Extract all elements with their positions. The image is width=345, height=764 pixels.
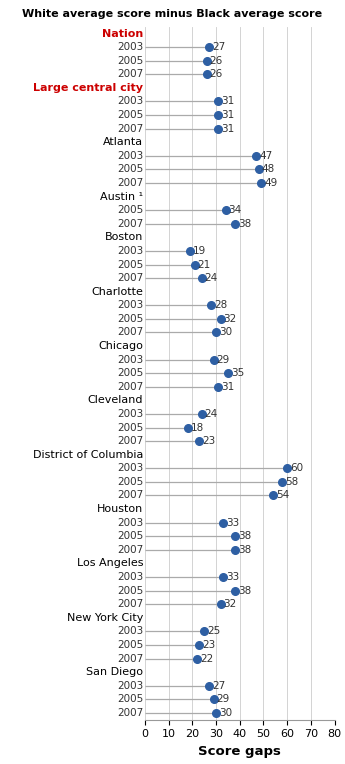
Text: 2005: 2005 xyxy=(117,110,143,120)
Text: Atlanta: Atlanta xyxy=(103,138,143,147)
Text: 29: 29 xyxy=(217,354,230,364)
Text: 2003: 2003 xyxy=(117,626,143,636)
Text: District of Columbia: District of Columbia xyxy=(33,450,143,460)
Text: Cleveland: Cleveland xyxy=(88,396,143,406)
Text: 54: 54 xyxy=(276,490,289,500)
Text: 23: 23 xyxy=(202,640,216,650)
Text: 21: 21 xyxy=(198,260,211,270)
Text: 48: 48 xyxy=(262,164,275,174)
Text: Boston: Boston xyxy=(105,232,143,242)
Text: 2003: 2003 xyxy=(117,96,143,106)
Text: 30: 30 xyxy=(219,708,232,718)
Text: 2007: 2007 xyxy=(117,328,143,338)
Text: 2005: 2005 xyxy=(117,640,143,650)
Text: 32: 32 xyxy=(224,314,237,324)
Text: 2003: 2003 xyxy=(117,354,143,364)
Text: 33: 33 xyxy=(226,518,239,528)
Text: 2005: 2005 xyxy=(117,206,143,215)
Text: Charlotte: Charlotte xyxy=(91,286,143,296)
Text: White average score minus Black average score: White average score minus Black average … xyxy=(22,9,323,19)
Text: 38: 38 xyxy=(238,545,251,555)
Text: 2007: 2007 xyxy=(117,70,143,79)
Text: 49: 49 xyxy=(264,178,277,188)
Text: 2005: 2005 xyxy=(117,422,143,432)
Text: 27: 27 xyxy=(212,42,225,52)
Text: 2007: 2007 xyxy=(117,436,143,446)
Text: 18: 18 xyxy=(190,422,204,432)
Text: 34: 34 xyxy=(228,206,242,215)
Text: 2005: 2005 xyxy=(117,694,143,704)
Text: 30: 30 xyxy=(219,328,232,338)
Text: 58: 58 xyxy=(285,477,298,487)
Text: 2003: 2003 xyxy=(117,409,143,419)
Text: Chicago: Chicago xyxy=(98,341,143,351)
Text: 38: 38 xyxy=(238,586,251,596)
Text: 26: 26 xyxy=(209,70,223,79)
Text: 2005: 2005 xyxy=(117,477,143,487)
Text: Nation: Nation xyxy=(102,28,143,38)
Text: 24: 24 xyxy=(205,273,218,283)
Text: 2007: 2007 xyxy=(117,708,143,718)
Text: 31: 31 xyxy=(221,96,235,106)
Text: 32: 32 xyxy=(224,599,237,609)
Text: 2003: 2003 xyxy=(117,572,143,582)
Text: 60: 60 xyxy=(290,463,303,474)
Text: 33: 33 xyxy=(226,572,239,582)
Text: Large central city: Large central city xyxy=(33,83,143,93)
Text: 2007: 2007 xyxy=(117,124,143,134)
Text: 31: 31 xyxy=(221,110,235,120)
Text: 2003: 2003 xyxy=(117,518,143,528)
Text: 22: 22 xyxy=(200,653,213,664)
Text: 38: 38 xyxy=(238,531,251,541)
Text: 2003: 2003 xyxy=(117,42,143,52)
Text: 2007: 2007 xyxy=(117,178,143,188)
Text: 2007: 2007 xyxy=(117,653,143,664)
Text: 2005: 2005 xyxy=(117,368,143,378)
Text: 2003: 2003 xyxy=(117,681,143,691)
Text: 24: 24 xyxy=(205,409,218,419)
Text: 2007: 2007 xyxy=(117,545,143,555)
Text: 2005: 2005 xyxy=(117,314,143,324)
Text: 2005: 2005 xyxy=(117,56,143,66)
Text: 27: 27 xyxy=(212,681,225,691)
Text: 2003: 2003 xyxy=(117,463,143,474)
X-axis label: Score gaps: Score gaps xyxy=(198,745,281,758)
Text: 19: 19 xyxy=(193,246,206,256)
Text: 47: 47 xyxy=(259,151,273,160)
Text: Houston: Houston xyxy=(97,504,143,514)
Text: 29: 29 xyxy=(217,694,230,704)
Text: 2003: 2003 xyxy=(117,300,143,310)
Text: 2005: 2005 xyxy=(117,260,143,270)
Text: 2007: 2007 xyxy=(117,382,143,392)
Text: 31: 31 xyxy=(221,124,235,134)
Text: 2007: 2007 xyxy=(117,599,143,609)
Text: 25: 25 xyxy=(207,626,220,636)
Text: 2007: 2007 xyxy=(117,219,143,228)
Text: 2007: 2007 xyxy=(117,273,143,283)
Text: 38: 38 xyxy=(238,219,251,228)
Text: 26: 26 xyxy=(209,56,223,66)
Text: New York City: New York City xyxy=(67,613,143,623)
Text: San Diego: San Diego xyxy=(86,667,143,677)
Text: 2005: 2005 xyxy=(117,531,143,541)
Text: 2003: 2003 xyxy=(117,246,143,256)
Text: 2003: 2003 xyxy=(117,151,143,160)
Text: 31: 31 xyxy=(221,382,235,392)
Text: 2005: 2005 xyxy=(117,164,143,174)
Text: 2005: 2005 xyxy=(117,586,143,596)
Text: Austin ¹: Austin ¹ xyxy=(100,192,143,202)
Text: Los Angeles: Los Angeles xyxy=(77,558,143,568)
Text: 35: 35 xyxy=(231,368,244,378)
Text: 2007: 2007 xyxy=(117,490,143,500)
Text: 28: 28 xyxy=(214,300,227,310)
Text: 23: 23 xyxy=(202,436,216,446)
